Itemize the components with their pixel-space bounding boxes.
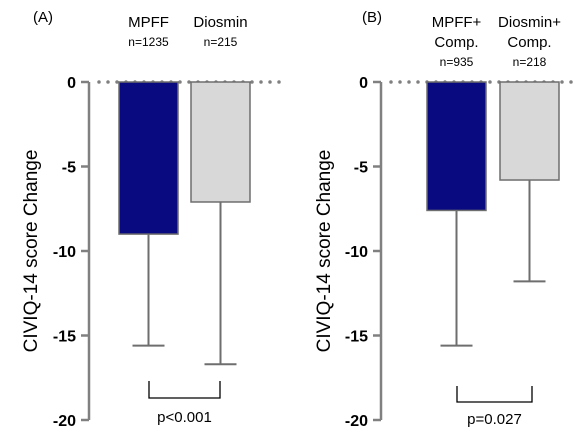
y-tick-label: -20 [53, 413, 76, 430]
y-axis-label: CIVIQ-14 score Change [314, 150, 335, 353]
significance-bracket [456, 386, 533, 403]
significance-bracket [148, 381, 221, 399]
bar [426, 81, 487, 212]
y-tick-label: 0 [67, 75, 76, 92]
category-n-label: n=1235 [128, 35, 169, 49]
y-tick-label: 0 [359, 75, 368, 92]
category-label: Diosmin [193, 14, 247, 31]
y-tick-label: -5 [354, 160, 368, 177]
y-tick-label: -15 [53, 329, 76, 346]
panel-label: (A) [33, 9, 53, 26]
category-n-label: n=215 [204, 35, 238, 49]
category-n-label: n=218 [513, 55, 547, 69]
category-label: Comp. [507, 34, 551, 51]
y-tick-label: -5 [62, 160, 76, 177]
bar [118, 81, 179, 235]
y-tick-label: -20 [345, 413, 368, 430]
chart-panel-2: (B) 0 -5 -10 -15 -20 CIVIQ-14 score Change MPFF… [314, 9, 578, 430]
category-label: MPFF+ [432, 14, 482, 31]
category-label: Diosmin+ [498, 14, 561, 31]
bar [190, 81, 251, 203]
category-label: Comp. [434, 34, 478, 51]
p-value-annotation: p=0.027 [467, 411, 522, 428]
y-tick-label: -10 [345, 244, 368, 261]
y-axis-label: CIVIQ-14 score Change [21, 150, 42, 353]
chart-panel-1: (A) 0 -5 -10 -15 -20 CIVIQ-14 score Change MPFF… [21, 9, 286, 430]
y-tick-label: -10 [53, 244, 76, 261]
category-label: MPFF [128, 14, 169, 31]
category-n-label: n=935 [440, 55, 474, 69]
y-tick-label: -15 [345, 329, 368, 346]
bar [499, 81, 560, 181]
p-value-annotation: p<0.001 [157, 409, 212, 426]
panel-label: (B) [362, 9, 382, 26]
